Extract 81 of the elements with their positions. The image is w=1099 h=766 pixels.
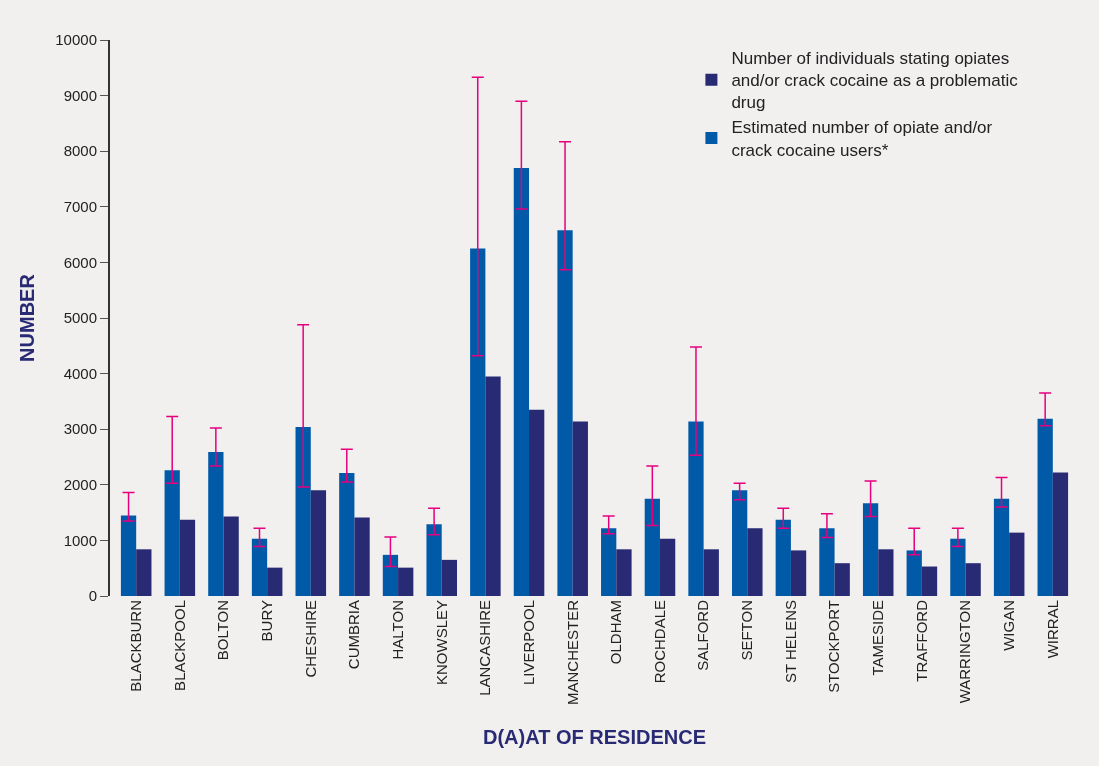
bar — [819, 528, 835, 596]
x-tick-label: BOLTON — [214, 600, 232, 661]
bar — [426, 524, 442, 596]
bar — [120, 515, 137, 596]
x-tick-label: BLACKPOOL — [170, 600, 188, 691]
x-tick-label: TRAFFORD — [912, 599, 930, 682]
bar — [164, 470, 180, 596]
bar — [441, 559, 458, 596]
bar — [644, 498, 660, 596]
x-tick-label: STOCKPORT — [825, 600, 843, 693]
bar — [223, 516, 239, 596]
bar — [470, 248, 486, 596]
bar — [834, 563, 850, 596]
bar — [688, 421, 704, 596]
bar — [878, 549, 894, 596]
bar — [208, 452, 224, 596]
y-axis-title: NUMBER — [16, 273, 39, 362]
bar — [1037, 418, 1053, 596]
bar — [906, 550, 922, 596]
x-tick-label: WIRRAL — [1043, 600, 1061, 659]
bar — [557, 230, 573, 596]
y-tick-label: 1000 — [63, 531, 97, 549]
x-tick-label: TAMESIDE — [869, 600, 887, 676]
bar — [572, 421, 588, 596]
bar — [339, 473, 355, 596]
y-tick-label: 2000 — [63, 476, 97, 494]
x-tick-label: HALTON — [388, 600, 406, 660]
y-tick-label: 10000 — [55, 31, 97, 49]
y-tick-label: 4000 — [63, 364, 97, 382]
bar — [703, 549, 719, 596]
bar — [485, 376, 501, 596]
bar — [993, 498, 1010, 596]
x-tick-label: ROCHDALE — [650, 600, 668, 684]
bar — [1052, 472, 1069, 596]
bar — [747, 528, 763, 596]
bar — [529, 409, 545, 596]
x-axis-title: D(A)AT OF RESIDENCE — [483, 725, 706, 748]
x-tick-label: ST HELENS — [781, 600, 799, 684]
bar — [790, 550, 807, 596]
y-tick-label: 9000 — [63, 86, 97, 104]
x-tick-label: SALFORD — [694, 599, 712, 671]
x-tick-label: KNOWSLEY — [432, 600, 450, 686]
bar — [659, 538, 676, 596]
legend-label: Estimated number of opiate and/or crack cocaine users* — [731, 118, 993, 160]
x-tick-label: LIVERPOOL — [519, 600, 537, 686]
bar — [965, 563, 981, 596]
y-tick-label: 5000 — [63, 309, 97, 327]
x-tick-label: BLACKBURN — [127, 600, 145, 692]
bar — [251, 538, 268, 596]
x-tick-label: WARRINGTON — [956, 600, 974, 704]
bar — [616, 549, 632, 596]
x-tick-label: OLDHAM — [607, 600, 625, 665]
bar — [354, 517, 370, 596]
legend-label: Number of individuals stating opiates and/or crack cocaine as a problematic drug — [731, 49, 1019, 113]
bar — [382, 554, 399, 596]
bar — [310, 490, 327, 596]
bar — [267, 567, 283, 596]
bar — [862, 503, 879, 596]
bar — [136, 549, 152, 596]
bar — [950, 538, 966, 596]
bar — [921, 566, 938, 596]
x-tick-label: MANCHESTER — [563, 599, 581, 706]
y-tick-label: 8000 — [63, 142, 97, 160]
x-tick-label: SEFTON — [738, 600, 756, 661]
y-tick-label: 6000 — [63, 253, 97, 271]
x-tick-label: CUMBRIA — [345, 600, 363, 670]
x-tick-label: LANCASHIRE — [476, 600, 494, 696]
bar — [775, 519, 791, 596]
x-tick-label: BURY — [258, 600, 276, 642]
bar — [1009, 532, 1025, 596]
x-tick-label: WIGAN — [1000, 600, 1018, 651]
y-tick-label: 0 — [88, 587, 97, 605]
bar — [513, 167, 530, 596]
y-tick-label: 7000 — [63, 198, 97, 216]
bar — [601, 528, 617, 596]
bar — [731, 490, 748, 596]
bar — [398, 567, 414, 596]
bar — [179, 519, 196, 596]
bar — [295, 426, 311, 596]
y-tick-label: 3000 — [63, 420, 97, 438]
x-tick-label: CHESHIRE — [301, 600, 319, 678]
